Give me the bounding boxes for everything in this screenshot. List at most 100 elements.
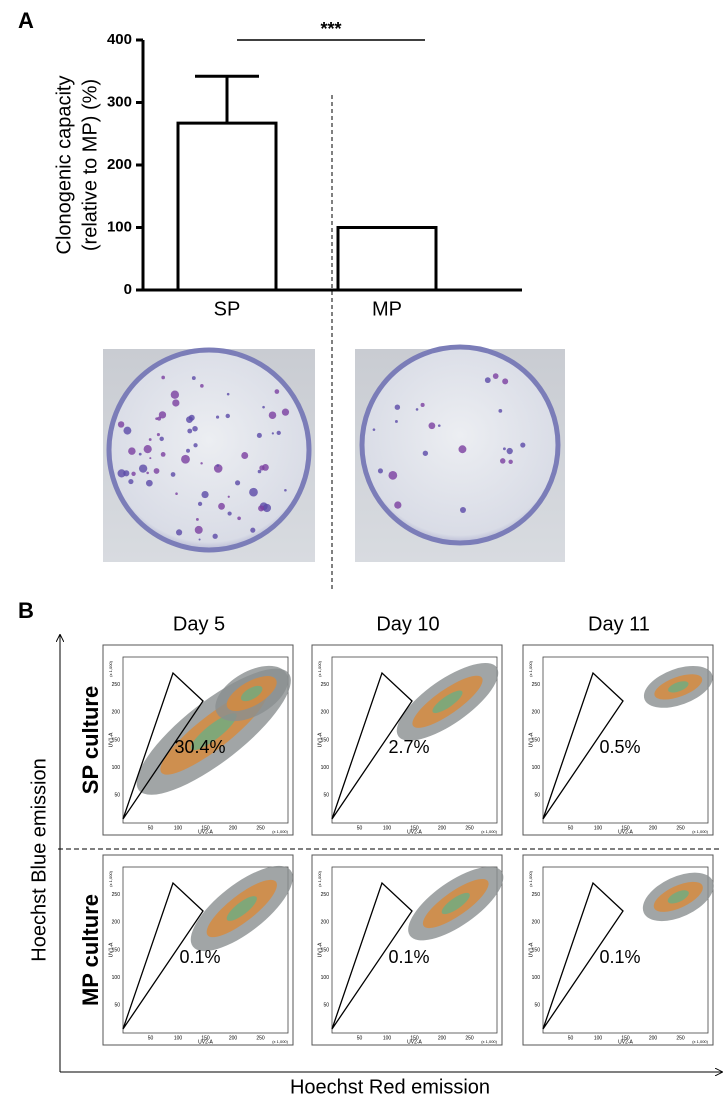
plot-scale: (x 1,000) [108, 660, 113, 676]
colony [235, 480, 241, 486]
colony [160, 451, 166, 457]
significance-label: *** [320, 19, 341, 39]
row-label: MP culture [78, 894, 103, 1006]
colony [520, 442, 526, 448]
plot-tick-label: 50 [114, 1003, 120, 1009]
plot-area [122, 866, 289, 1034]
colony [237, 516, 241, 521]
colony [149, 457, 152, 460]
population-center [190, 713, 237, 751]
x-tick-label: MP [372, 298, 402, 320]
colonies [117, 373, 526, 541]
colony [153, 468, 160, 474]
plot-scale: (x 1,000) [692, 829, 708, 834]
colony [176, 529, 183, 536]
colony [170, 390, 180, 399]
plot-y-label: UV1-A [317, 732, 323, 747]
plot-tick-label: 200 [649, 825, 658, 831]
plot-area [331, 656, 498, 824]
plot-tick-label: 250 [532, 682, 541, 688]
gate-percentage: 0.1% [179, 947, 220, 967]
gate [542, 881, 624, 1030]
colony [131, 471, 136, 476]
plot-tick-label: 250 [321, 682, 330, 688]
colony [216, 464, 219, 467]
plot-scale: (x 1,000) [108, 870, 113, 886]
gate [122, 671, 204, 820]
plot-tick-label: 100 [112, 975, 121, 981]
colony [227, 511, 232, 516]
plot-tick-label: 200 [229, 1035, 238, 1041]
flow-panels: Day 5 Day 10 Day 11 SP culture 30.4% 50 50 100 1… [78, 613, 714, 1046]
plot-tick-label: 150 [201, 825, 210, 831]
colony [175, 492, 178, 495]
colony [195, 517, 199, 521]
colony [215, 415, 220, 419]
plot-tick-label: 150 [321, 737, 330, 743]
colony [249, 487, 258, 497]
colony [428, 422, 436, 430]
plot-tick-label: 50 [114, 793, 120, 799]
colony [128, 479, 134, 485]
plot-tick-label: 200 [321, 710, 330, 716]
colony [502, 447, 506, 451]
colony [437, 424, 441, 427]
colony [138, 464, 148, 473]
plot-tick-label: 150 [532, 947, 541, 953]
colony [258, 505, 265, 512]
colony [225, 413, 230, 419]
gate-percentage: 30.4% [174, 737, 225, 757]
plot-tick-label: 100 [174, 1035, 183, 1041]
plot-tick-label: 250 [465, 825, 474, 831]
plot-x-label: UV2-A [198, 829, 213, 835]
plot-tick-label: 250 [676, 1035, 685, 1041]
plot-tick-label: 150 [112, 947, 121, 953]
gate-percentage: 0.1% [388, 947, 429, 967]
colony [191, 376, 196, 380]
colony [192, 425, 198, 432]
colony [128, 447, 136, 455]
y-tick-label: 300 [107, 93, 132, 110]
colony [256, 432, 262, 438]
bar [176, 121, 278, 292]
population-center [226, 896, 257, 921]
colony [227, 495, 230, 498]
plot-tick-label: 100 [321, 975, 330, 981]
colony [186, 448, 191, 453]
gate [331, 671, 413, 820]
column-title: Day 11 [588, 613, 650, 635]
plot-scale: (x 1,000) [272, 1039, 288, 1044]
colony [395, 420, 398, 423]
colony [158, 411, 167, 419]
colony [143, 445, 152, 454]
plot-x-label: UV2-A [407, 1039, 422, 1045]
plot-tick-label: 50 [534, 793, 540, 799]
colony [194, 525, 203, 534]
plot-tick-label: 50 [148, 1035, 154, 1041]
plot-tick-label: 250 [256, 825, 265, 831]
colony [198, 538, 201, 541]
colony [155, 417, 158, 420]
colony [492, 373, 499, 379]
plot-tick-label: 150 [410, 1035, 419, 1041]
colony [271, 432, 274, 435]
colony [200, 384, 204, 388]
plot-tick-label: 50 [568, 825, 574, 831]
colony [187, 428, 193, 434]
colony [241, 452, 249, 459]
y-tick-label: 400 [107, 31, 132, 48]
plot-area [542, 866, 709, 1034]
colony [458, 445, 467, 454]
colony [377, 468, 384, 474]
colony [201, 490, 209, 499]
colony [274, 389, 280, 394]
plot-tick-label: 150 [621, 825, 630, 831]
plot-tick-label: 200 [532, 920, 541, 926]
panel-label: B [18, 598, 34, 623]
colony [181, 454, 190, 464]
colony [186, 416, 193, 424]
plot-tick-label: 250 [321, 892, 330, 898]
plot-tick-label: 150 [112, 737, 121, 743]
plot-tick-label: 200 [438, 825, 447, 831]
